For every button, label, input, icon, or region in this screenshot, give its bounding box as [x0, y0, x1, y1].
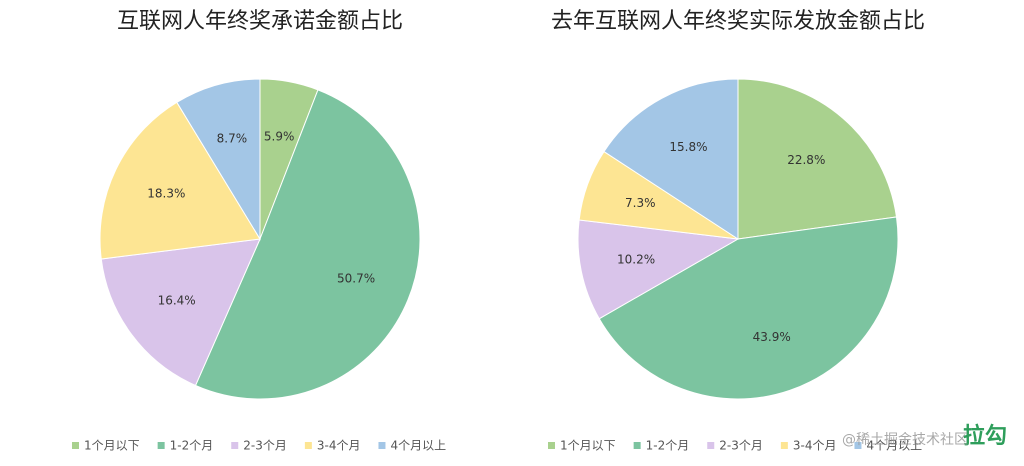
watermark-logo: 拉勾 — [963, 423, 1007, 449]
legend-swatch — [707, 442, 715, 449]
chart-title: 互联网人年终奖承诺金额占比 — [117, 9, 403, 34]
legend-swatch — [157, 442, 165, 449]
data-label: 5.9% — [264, 129, 295, 143]
legend-label: 2-3个月 — [719, 439, 763, 453]
data-label: 22.8% — [787, 153, 825, 167]
legend-swatch — [304, 442, 312, 449]
pie-slice — [603, 78, 739, 240]
chart-title: 去年互联网人年终奖实际发放金额占比 — [551, 9, 925, 34]
legend-swatch — [780, 442, 788, 449]
legend-swatch — [72, 442, 79, 449]
legend-swatch — [231, 442, 239, 449]
data-label: 43.9% — [753, 330, 791, 344]
legend-swatch — [633, 442, 641, 449]
legend-swatch — [548, 442, 555, 449]
pie-slice — [737, 78, 898, 240]
data-label: 50.7% — [337, 271, 375, 285]
legend-label: 3-4个月 — [317, 439, 361, 453]
pie-slice — [100, 238, 261, 387]
data-label: 8.7% — [217, 131, 248, 145]
pie-slice — [577, 219, 740, 320]
pie-slice — [598, 216, 899, 400]
legend-label: 1-2个月 — [646, 439, 690, 453]
legend-swatch — [378, 442, 386, 449]
data-label: 16.4% — [158, 294, 196, 308]
legend-label: 4个月以上 — [866, 439, 922, 453]
data-label: 18.3% — [147, 186, 185, 200]
data-label: 15.8% — [669, 140, 707, 154]
legend-swatch — [854, 442, 862, 449]
legend-label: 2-3个月 — [243, 439, 287, 453]
pie-slice — [194, 89, 421, 400]
legend-label: 3-4个月 — [793, 439, 837, 453]
legend-label: 1个月以下 — [84, 439, 140, 453]
watermark-text: @稀土掘金技术社区 — [842, 432, 968, 448]
pie-slice — [99, 101, 261, 260]
data-label: 10.2% — [617, 252, 655, 266]
data-label: 7.3% — [625, 196, 656, 210]
legend-label: 1个月以下 — [560, 439, 616, 453]
legend-label: 4个月以上 — [390, 439, 446, 453]
pie-slice — [176, 78, 261, 241]
legend-label: 1-2个月 — [170, 439, 214, 453]
